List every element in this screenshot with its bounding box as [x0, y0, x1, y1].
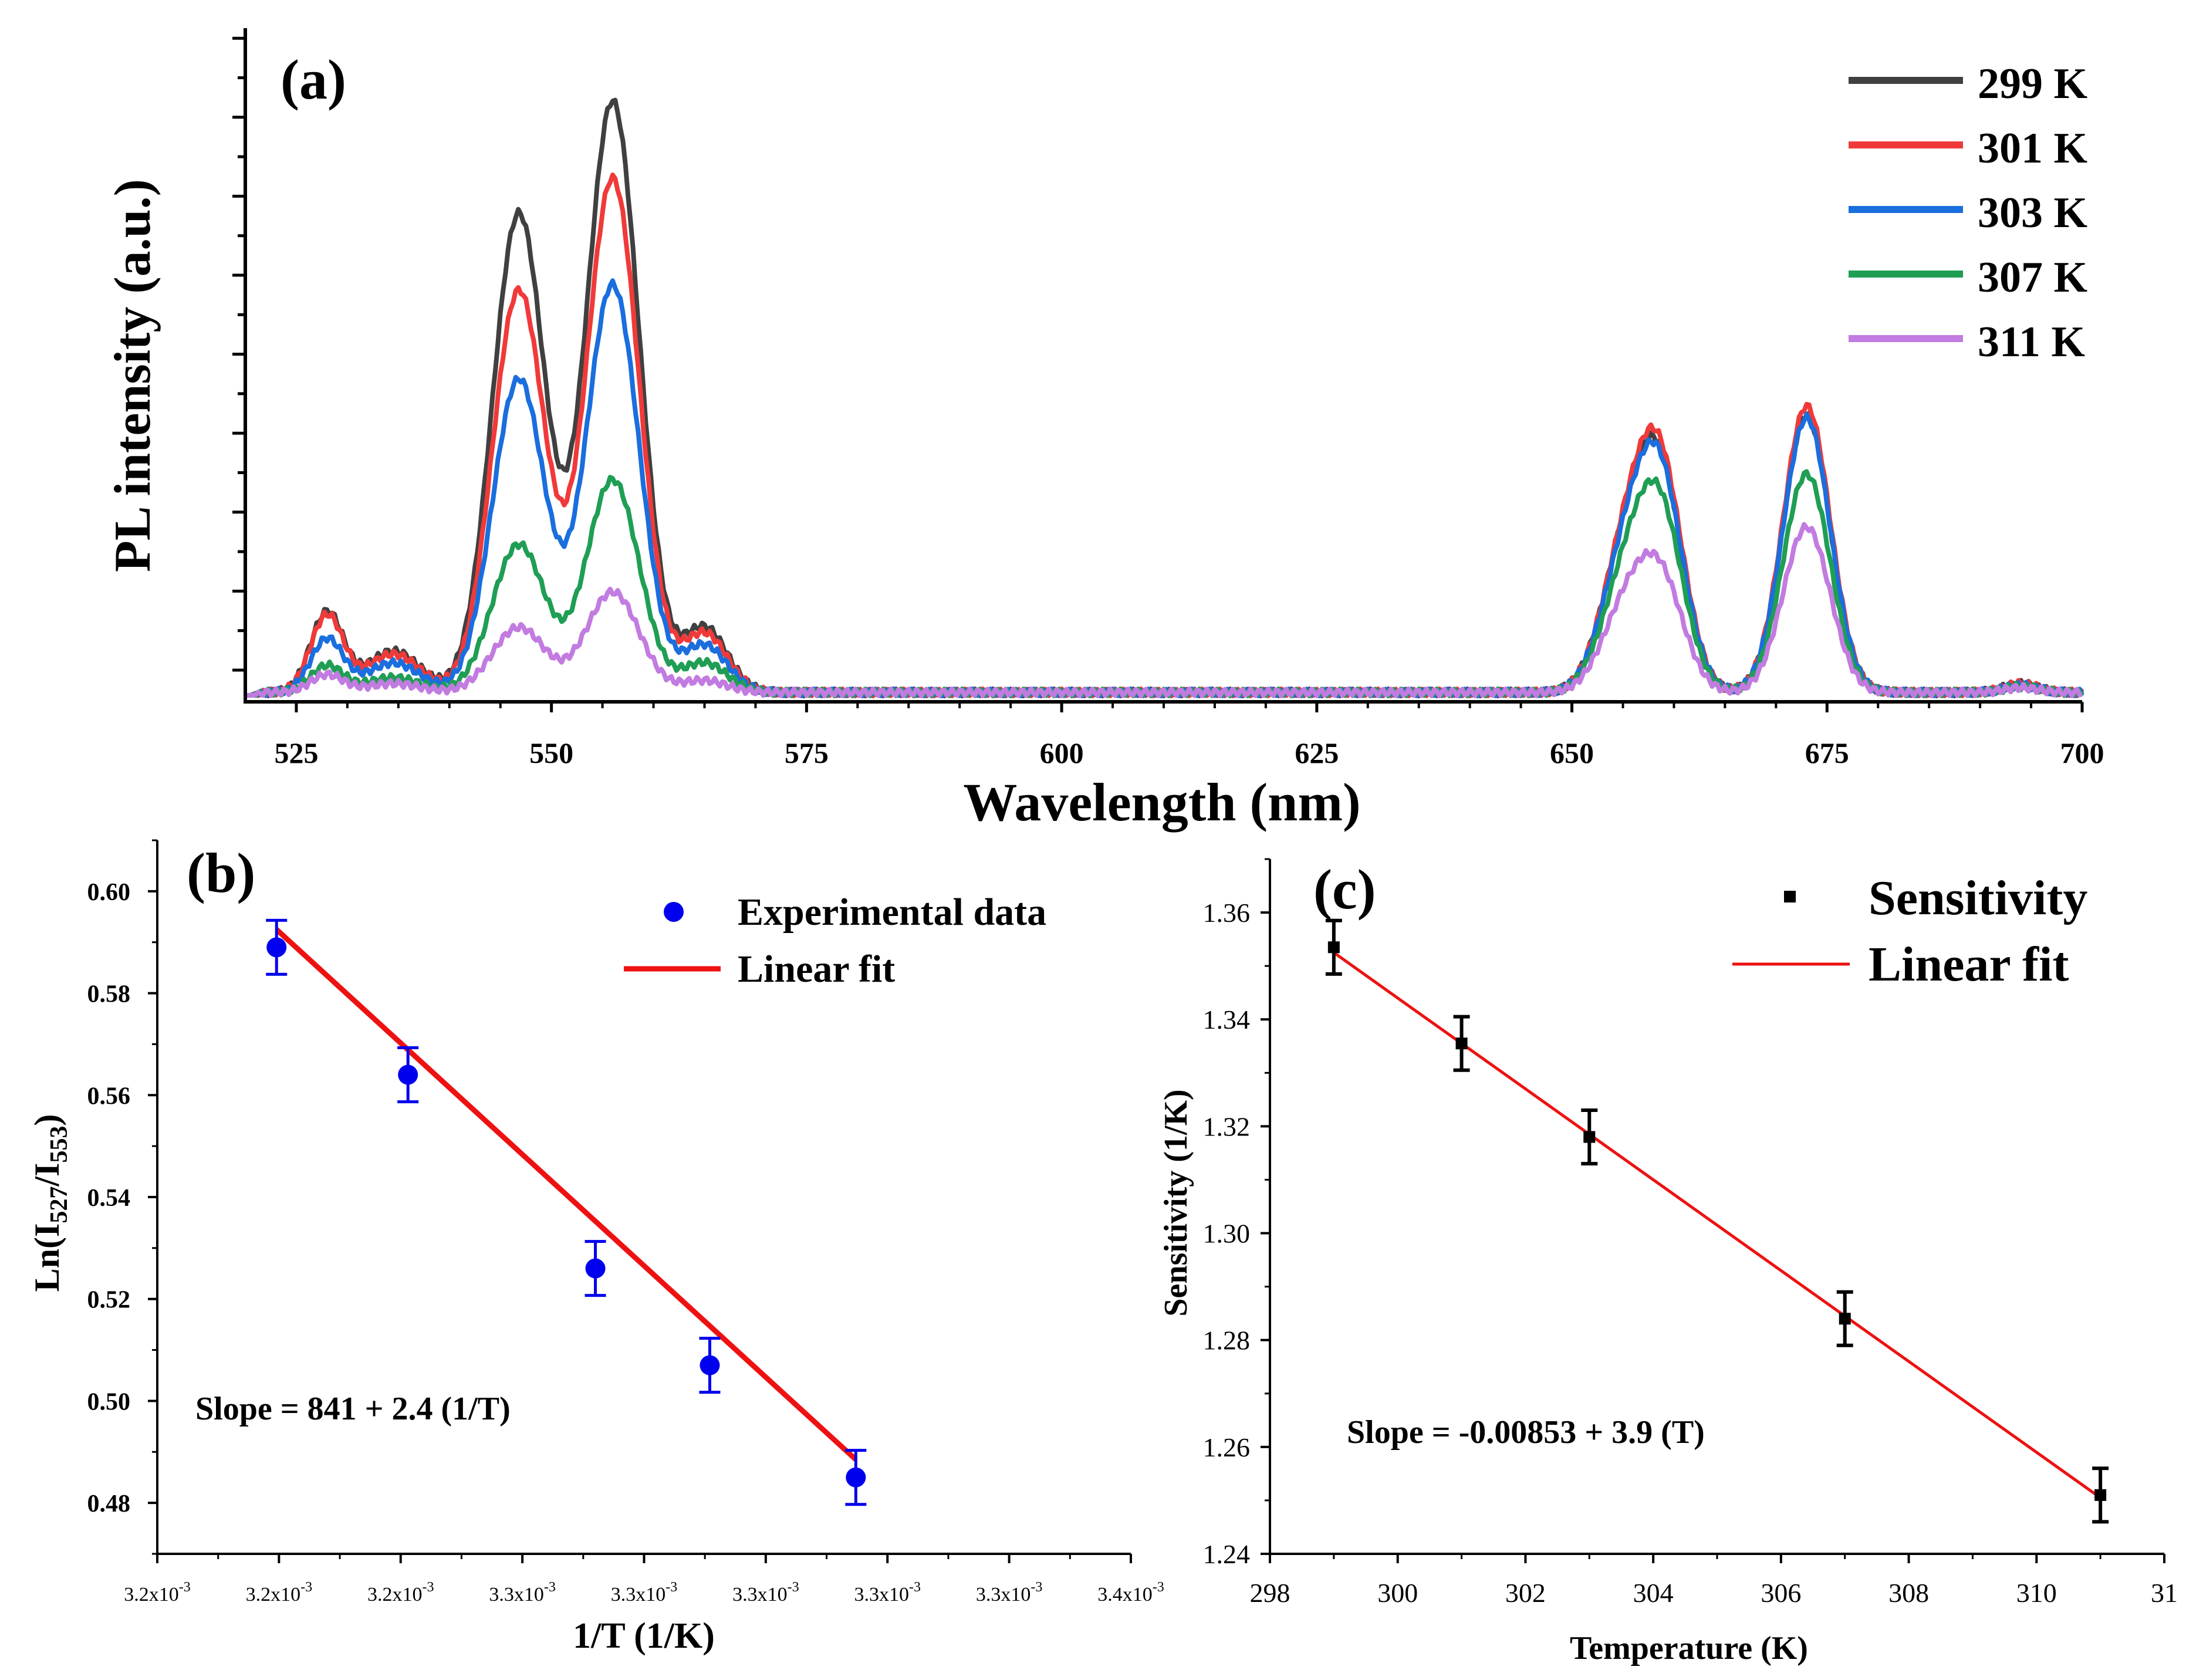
panel-c-x-tick-label: 298: [1250, 1578, 1290, 1608]
panel-c-data-point: [1455, 1037, 1468, 1050]
panel-b-x-tick-label: 3.3x10-3: [489, 1580, 556, 1605]
panel-a-legend-label: 301 K: [1978, 124, 2087, 173]
panel-b-data-point: [266, 937, 287, 958]
panel-a-x-ticks: 525 550 575 600 625 650 675 700: [274, 702, 2104, 769]
panel-c-y-tick-label: 1.30: [1203, 1219, 1251, 1249]
panel-c-y-tick-label: 1.24: [1203, 1539, 1251, 1569]
panel-c-legend-fit-label: Linear fit: [1869, 937, 2069, 992]
panel-c-sensitivity-plot: 1.24 1.26 1.28 1.30 1.32 1.34 1.36 298 300 302 30…: [1158, 858, 2178, 1667]
panel-c-x-tick-label: 304: [1633, 1578, 1674, 1608]
panel-b-legend-fit-label: Linear fit: [738, 948, 895, 991]
panel-b-x-tick-label: 3.2x10-3: [124, 1580, 191, 1605]
panel-a-x-tick-label: 600: [1040, 736, 1084, 769]
panel-c-x-tick-label: 306: [1761, 1578, 1801, 1608]
panel-b-data-point: [398, 1064, 418, 1085]
panel-b-ratio-plot: 0.480.500.520.540.560.580.60 3.2x10-3 3.2…: [28, 839, 1164, 1656]
panel-b-y-axis-title: Ln(I527/I553): [28, 1114, 73, 1292]
panel-a-y-axis-title: PL intensity (a.u.): [104, 179, 161, 572]
panel-b-y-ticks: 0.48 0.50 0.52 0.54 0.56 0.58 0.60: [87, 839, 157, 1555]
panel-c-y-tick-label: 1.26: [1203, 1432, 1251, 1462]
panel-a-x-tick-label: 700: [2060, 736, 2104, 769]
panel-a-legend-label: 299 K: [1978, 60, 2087, 108]
panel-a-legend: 299 K 301 K 303 K 307 K 311 K: [1849, 60, 2087, 366]
panel-b-y-tick-label: 0.52: [87, 1287, 131, 1314]
panel-a-label: (a): [281, 48, 346, 111]
panel-a-x-tick-label: 650: [1550, 736, 1594, 769]
panel-c-axes: 1.24 1.26 1.28 1.30 1.32 1.34 1.36 298 300 302 30…: [1203, 858, 2178, 1608]
panel-c-x-axis-title: Temperature (K): [1570, 1630, 1808, 1667]
panel-c-y-tick-label: 1.28: [1203, 1326, 1251, 1356]
panel-b-x-tick-label: 3.3x10-3: [854, 1580, 921, 1605]
panel-b-axes: 0.480.500.520.540.560.580.60 3.2x10-3 3.2…: [87, 839, 1164, 1605]
panel-c-y-ticks: 1.24 1.26 1.28 1.30 1.32 1.34 1.36: [1203, 858, 1270, 1569]
panel-b-slope-annotation: Slope = 841 + 2.4 (1/T): [195, 1391, 511, 1427]
panel-c-x-tick-label: 310: [2016, 1578, 2057, 1608]
panel-b-data-point: [700, 1355, 720, 1375]
panel-c-data-point: [1327, 941, 1340, 954]
panel-b-x-tick-label: 3.2x10-3: [367, 1580, 434, 1605]
panel-c-x-tick-label: 308: [1888, 1578, 1929, 1608]
panel-b-y-tick-label: 0.60: [87, 879, 131, 906]
panel-b-x-axis-title: 1/T (1/K): [573, 1616, 715, 1656]
panel-c-data-point: [1839, 1313, 1851, 1325]
panel-b-y-tick-label: 0.50: [87, 1388, 131, 1415]
panel-b-y-tick-label: 0.56: [87, 1083, 131, 1110]
panel-a-spectra: 525 550 575 600 625 650 675 700 (a) PL intensit…: [104, 28, 2104, 832]
panel-b-data-points: [266, 918, 867, 1506]
panel-b-x-ticks: 3.2x10-3 3.2x10-3 3.2x10-3 3.3x10-3 3.3x10-3…: [124, 1554, 1164, 1605]
panel-c-y-tick-label: 1.36: [1203, 898, 1251, 928]
panel-b-y-tick-label: 0.48: [87, 1490, 131, 1517]
panel-b-data-point: [846, 1467, 866, 1488]
panel-b-y-tick-label: 0.54: [87, 1185, 131, 1212]
panel-c-legend: Sensitivity Linear fit: [1732, 871, 2087, 992]
panel-c-slope-annotation: Slope = -0.00853 + 3.9 (T): [1347, 1414, 1705, 1451]
panel-a-legend-label: 307 K: [1978, 253, 2087, 302]
panel-b-x-tick-label: 3.3x10-3: [732, 1580, 799, 1605]
panel-a-x-tick-label: 675: [1805, 736, 1849, 769]
panel-c-x-ticks: 298 300 302 304 306 308 310 31: [1250, 1554, 2178, 1608]
panel-b-legend-points-label: Experimental data: [738, 891, 1046, 934]
panel-c-data-points: [1325, 918, 2109, 1524]
panel-b-data-point: [585, 1258, 606, 1279]
panel-b-legend: Experimental data Linear fit: [624, 891, 1046, 991]
panel-c-y-tick-label: 1.34: [1203, 1005, 1251, 1035]
panel-a-series-line: [245, 522, 2083, 698]
panel-c-legend-points-label: Sensitivity: [1869, 871, 2087, 925]
panel-a-x-axis-title: Wavelength (nm): [963, 772, 1360, 832]
panel-a-axes: 525 550 575 600 625 650 675 700: [232, 28, 2104, 769]
panel-c-legend-marker: [1784, 891, 1796, 902]
panel-a-x-tick-label: 525: [274, 736, 318, 769]
panel-c-x-tick-label: 300: [1377, 1578, 1418, 1608]
panel-c-data-point: [1583, 1131, 1596, 1143]
panel-b-x-tick-label: 3.3x10-3: [611, 1580, 678, 1605]
panel-b-fit-line: [275, 927, 858, 1462]
panel-a-x-tick-label: 625: [1295, 736, 1339, 769]
panel-c-x-tick-label: 302: [1505, 1578, 1546, 1608]
panel-b-x-tick-label: 3.3x10-3: [976, 1580, 1043, 1605]
panel-b-y-tick-label: 0.58: [87, 981, 131, 1008]
panel-b-x-tick-label: 3.2x10-3: [246, 1580, 313, 1605]
panel-a-series-lines: [245, 97, 2084, 698]
panel-b-label: (b): [187, 841, 255, 904]
panel-c-label: (c): [1313, 858, 1376, 921]
panel-a-y-ticks: [232, 36, 245, 672]
panel-c-x-tick-label: 31: [2151, 1578, 2178, 1608]
panel-a-legend-label: 303 K: [1978, 189, 2087, 237]
panel-c-data-point: [2094, 1489, 2107, 1501]
panel-c-y-tick-label: 1.32: [1203, 1111, 1251, 1141]
panel-c-y-axis-title: Sensitivity (1/K): [1158, 1089, 1194, 1316]
panel-b-x-tick-label: 3.4x10-3: [1097, 1580, 1164, 1605]
panel-a-x-tick-label: 550: [529, 736, 573, 769]
panel-a-x-tick-label: 575: [785, 736, 829, 769]
panel-b-legend-marker: [664, 902, 684, 922]
panel-a-legend-label: 311 K: [1978, 318, 2085, 366]
